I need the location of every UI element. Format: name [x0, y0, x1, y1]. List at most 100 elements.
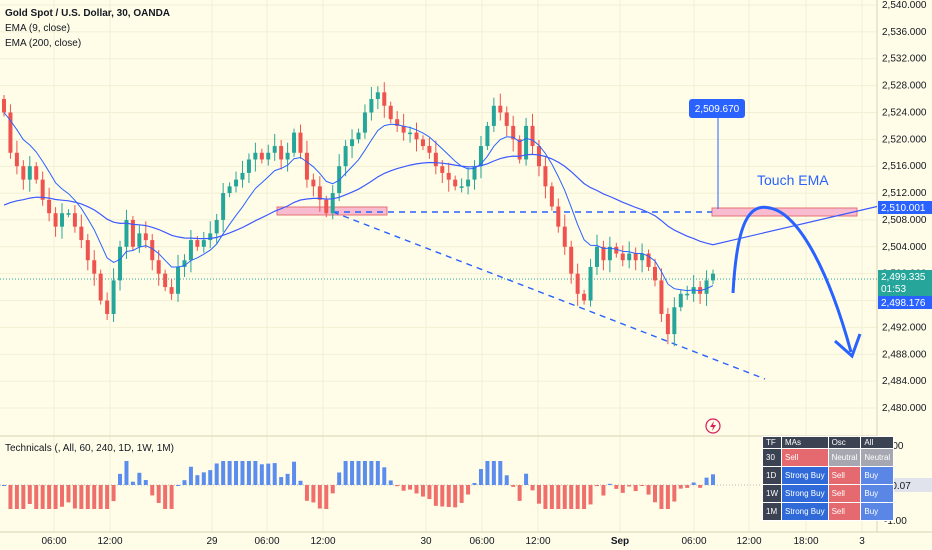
technicals-title[interactable]: Technicals (, All, 60, 240, 1D, 1W, 1M)	[5, 443, 174, 454]
y-tick-label: 2,484.000	[882, 376, 927, 387]
candle-body	[14, 152, 19, 167]
y-tick-label: 2,488.000	[882, 349, 927, 360]
candle-body	[182, 260, 187, 267]
ema9-price-text: 2,498.176	[881, 298, 926, 309]
osc-cell: Sell	[827, 466, 862, 485]
histogram-bar	[66, 485, 71, 503]
ema-9-line	[3, 112, 714, 292]
histogram-bar	[8, 485, 13, 509]
histogram-bar	[485, 461, 490, 485]
candle-body	[408, 132, 413, 135]
osc-cell: Sell	[827, 502, 862, 521]
technicals-header-row: TF MAs Osc All	[762, 436, 895, 449]
tf-cell: 1W	[762, 484, 782, 503]
candle-body	[588, 266, 593, 301]
candle-body	[324, 199, 329, 214]
histogram-bar	[240, 461, 245, 485]
histogram-bar	[382, 467, 387, 485]
candle-body	[672, 307, 677, 335]
histogram-bar	[388, 480, 393, 485]
candle-body	[234, 179, 239, 187]
candle-body	[594, 246, 599, 267]
histogram-bar	[156, 485, 161, 503]
candle-body	[272, 146, 277, 153]
histogram-bar	[652, 485, 657, 503]
candle-body	[614, 246, 619, 254]
candle-body	[304, 152, 309, 180]
symbol-title[interactable]: Gold Spot / U.S. Dollar, 30, OANDA	[5, 8, 171, 19]
histogram-bar	[569, 485, 574, 509]
projection-curve	[731, 205, 853, 353]
candle-body	[640, 253, 645, 261]
histogram-bar	[330, 485, 335, 494]
histogram-bar	[60, 485, 65, 507]
x-tick-label: 06:00	[41, 536, 66, 547]
histogram-bar	[640, 485, 645, 486]
candle-body	[227, 186, 232, 194]
mas-cell: Strong Buy	[781, 466, 829, 485]
last-price-text: 2,499.335	[881, 272, 926, 283]
technicals-row-1d: 1D Strong Buy Sell Buy	[762, 466, 895, 485]
candle-body	[382, 92, 387, 106]
histogram-bar	[517, 485, 522, 501]
histogram-bar	[253, 461, 258, 485]
candle-body	[485, 125, 490, 147]
projection-arrowhead	[834, 333, 862, 359]
histogram-bar	[150, 485, 155, 496]
ema-fast-legend[interactable]: EMA (9, close)	[5, 23, 71, 34]
histogram-bar	[124, 461, 129, 485]
ema-200-line	[3, 153, 878, 246]
candle-body	[401, 125, 406, 133]
candle-body	[240, 172, 245, 180]
candle-body	[130, 219, 135, 247]
candle-body	[556, 206, 561, 227]
candle-body	[163, 273, 168, 288]
histogram-bar	[504, 475, 509, 485]
histogram-bar	[130, 481, 135, 485]
technicals-axis-bottom: -1.00	[884, 516, 907, 527]
candle-body	[433, 152, 438, 167]
time-axis-labels: 06:00 12:00 29 06:00 12:00 30 06:00 12:00 Sep 06:…	[41, 536, 865, 547]
candle-body	[292, 132, 297, 153]
histogram-bar	[536, 485, 541, 504]
histogram-bar	[440, 485, 445, 507]
ema-slow-legend[interactable]: EMA (200, close)	[5, 38, 82, 49]
histogram-bar	[395, 485, 400, 487]
candle-body	[266, 152, 271, 160]
candle-body	[253, 152, 258, 160]
candle-body	[517, 139, 522, 160]
histogram-bar	[259, 464, 264, 485]
all-cell: Buy	[860, 502, 895, 521]
technicals-row-30: 30 Sell Neutral Neutral	[762, 448, 895, 467]
mas-cell: Strong Buy	[781, 502, 829, 521]
candle-body	[137, 233, 142, 247]
y-tick-label: 2,508.000	[882, 215, 927, 226]
descending-trendline[interactable]	[332, 211, 766, 380]
histogram-bar	[659, 485, 664, 509]
chart-legend: Gold Spot / U.S. Dollar, 30, OANDA EMA (…	[5, 6, 170, 51]
candle-body	[105, 300, 110, 314]
candle-body	[8, 112, 13, 153]
histogram-bar	[47, 485, 52, 509]
histogram-bar	[672, 485, 677, 502]
lightning-icon[interactable]	[705, 418, 721, 434]
candle-body	[569, 246, 574, 274]
y-tick-label: 2,532.000	[882, 54, 927, 65]
candle-body	[530, 125, 535, 147]
candle-body	[317, 186, 322, 200]
histogram-bar	[665, 485, 670, 509]
candle-body	[118, 246, 123, 281]
candle-body	[466, 179, 471, 187]
histogram-bar	[85, 485, 90, 509]
histogram-bar	[478, 469, 483, 485]
histogram-bar	[227, 461, 232, 485]
histogram-bar	[79, 485, 84, 509]
x-tick-label: 30	[420, 536, 432, 547]
histogram-bar	[562, 485, 567, 509]
candle-body	[201, 240, 206, 247]
candle-body	[646, 253, 651, 267]
x-tick-label: 12:00	[97, 536, 122, 547]
candle-body	[98, 273, 103, 301]
histogram-bar	[375, 461, 380, 485]
